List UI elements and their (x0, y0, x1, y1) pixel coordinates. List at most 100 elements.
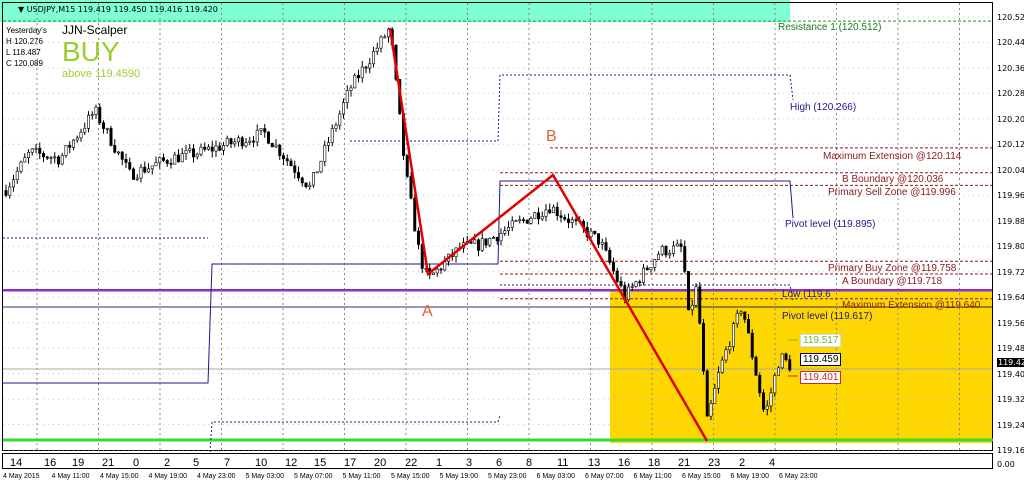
price-axis-label: 119.725 (997, 267, 1024, 277)
yesterday-high: H 120.276 (6, 37, 43, 46)
candle-body (285, 158, 289, 162)
candle-body (780, 353, 784, 369)
date-tick-label: 4 May 11:00 (51, 473, 90, 480)
candle-body (139, 166, 143, 179)
candle-body (263, 128, 267, 133)
candle-body (210, 146, 214, 152)
candle-body (675, 243, 679, 247)
price-axis-label: 119.405 (997, 369, 1024, 379)
candle-body (484, 238, 488, 246)
candle-body (743, 311, 747, 320)
time-tick-label: 5 (193, 457, 200, 469)
candle-body (525, 219, 529, 224)
candle-body (184, 150, 188, 154)
candle-body (218, 145, 222, 151)
candle-body (169, 163, 173, 165)
date-tick-label: 4 May 15:00 (100, 473, 139, 480)
candle-body (248, 140, 252, 143)
candle-body (630, 286, 634, 288)
date-tick-label: 5 May 15:00 (391, 473, 430, 480)
price-axis-label: 120.125 (997, 140, 1024, 150)
support-dotted (209, 414, 501, 453)
time-tick-label: 20 (374, 457, 387, 469)
candle-body (761, 392, 765, 410)
candle-body (641, 267, 645, 283)
date-tick-label: 5 May 11:00 (342, 473, 381, 480)
symbol-label: USDJPY,M15 (26, 5, 76, 14)
candle-body (698, 286, 702, 324)
candle-body (544, 209, 548, 217)
level-label: Pivot level (119.617) (782, 311, 873, 322)
candle-body (713, 387, 717, 404)
candle-body (638, 281, 642, 284)
candle-body (259, 128, 263, 131)
candle-body (56, 156, 60, 165)
level-label: B Boundary @120.036 (842, 174, 944, 185)
price-tag-upper: 119.517 (800, 334, 842, 347)
chart-frame (2, 2, 993, 451)
indicator-axis-value: 0.00 (997, 460, 1015, 469)
date-tick-label: 4 May 2015 (3, 473, 40, 480)
candle-body (349, 87, 353, 91)
time-tick-label: 23 (708, 457, 721, 469)
candle-body (356, 75, 360, 79)
candle-body (53, 156, 57, 159)
date-tick-label: 4 May 23:00 (197, 473, 236, 480)
candle-body (495, 237, 499, 242)
candle-body (150, 165, 154, 170)
candle-body (371, 51, 375, 65)
candle-body (769, 392, 773, 407)
point-b-label: B (546, 128, 557, 145)
candle-body (533, 212, 537, 219)
candle-body (289, 160, 293, 167)
price-axis-label: 119.645 (997, 293, 1024, 303)
dropdown-arrow-icon[interactable]: ▼ (18, 5, 25, 14)
date-tick-label: 6 May 23:00 (779, 473, 818, 480)
candle-body (8, 186, 12, 196)
date-tick-label: 4 May 19:00 (148, 473, 188, 480)
candle-body (72, 139, 76, 148)
candle-body (596, 233, 600, 245)
date-tick-label: 6 May 03:00 (536, 473, 576, 480)
level-label: Primary Sell Zone @119.996 (828, 187, 956, 198)
time-tick-label: 18 (648, 457, 661, 469)
candle-body (19, 161, 23, 172)
candle-body (405, 155, 409, 177)
price-tag-lower: 119.401 (800, 371, 842, 384)
candle-body (634, 281, 638, 287)
current-price-tag: 119.420 (997, 358, 1024, 367)
level-label: Low (119.6 (782, 289, 831, 300)
candle-body (207, 146, 211, 150)
candle-body (476, 239, 480, 251)
candle-body (555, 206, 559, 216)
candle-body (281, 155, 285, 160)
date-tick-label: 5 May 23:00 (488, 473, 527, 480)
price-axis-label: 120.205 (997, 114, 1024, 124)
candle-body (788, 359, 792, 371)
candle-body (615, 270, 619, 282)
candle-body (323, 145, 327, 162)
candle-body (510, 220, 514, 228)
pivot-staircase (3, 180, 794, 384)
candle-body (203, 146, 207, 150)
candle-body (214, 145, 218, 152)
candle-body (604, 242, 608, 251)
candle-body (293, 165, 297, 173)
date-tick-label: 6 May 07:00 (585, 473, 624, 480)
point-a-label: A (422, 303, 433, 320)
candle-body (626, 286, 630, 301)
candle-body (266, 131, 270, 144)
candle-body (360, 66, 364, 79)
candle-body (132, 168, 136, 180)
candle-body (120, 151, 124, 160)
yesterday-panel: Yesterday's H 120.276 L 118.487 C 120.08… (6, 25, 47, 69)
candle-body (720, 359, 724, 373)
candle-body (619, 281, 623, 286)
candle-body (229, 138, 233, 145)
candle-body (754, 356, 758, 376)
time-tick-label: 2 (164, 457, 171, 469)
candle-body (491, 237, 495, 239)
candle-body (109, 128, 113, 146)
buy-condition: above 119.4590 (62, 68, 141, 80)
